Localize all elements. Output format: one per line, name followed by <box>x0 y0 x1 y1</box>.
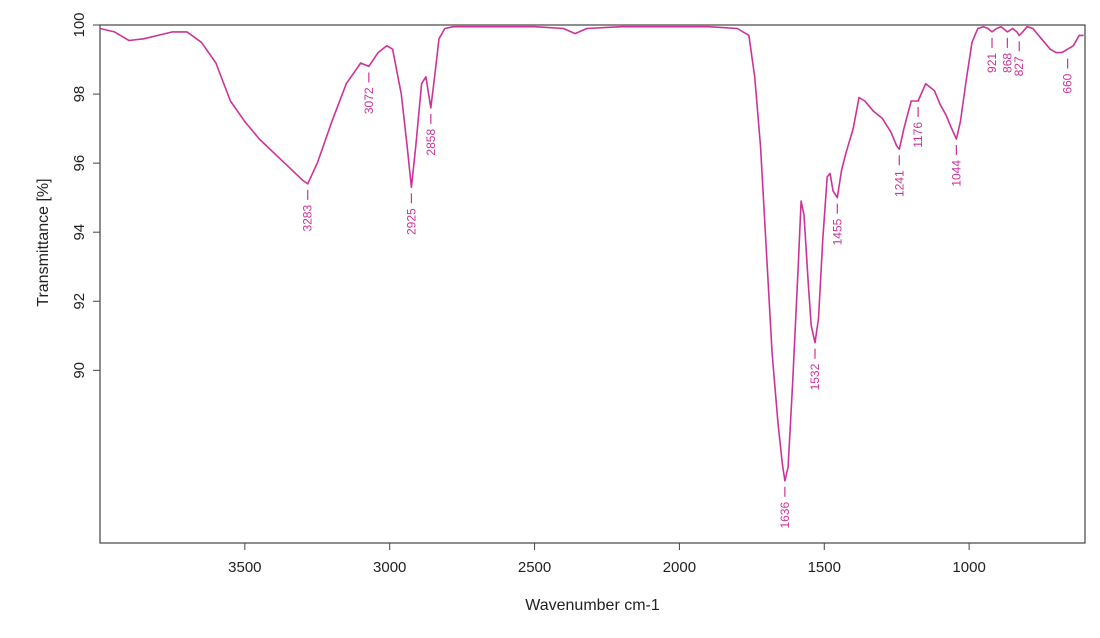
y-tick-label: 92 <box>71 293 88 310</box>
peak-annotation: 1636 <box>778 486 792 529</box>
y-tick-label: 94 <box>71 224 88 241</box>
peak-label: 1241 <box>892 170 906 197</box>
peak-label: 2858 <box>424 129 438 156</box>
peak-annotation: 3283 <box>301 189 315 232</box>
plot-frame <box>99 24 1086 544</box>
peak-annotation: 827 <box>1012 41 1026 76</box>
x-tick-label: 1000 <box>952 559 985 576</box>
x-axis-label: Wavenumber cm-1 <box>525 597 660 614</box>
peak-label: 3072 <box>362 87 376 114</box>
peak-label: 921 <box>985 53 999 73</box>
peak-label: 3283 <box>301 205 315 232</box>
peak-label: 1532 <box>808 363 822 390</box>
peak-annotation: 1241 <box>892 155 906 197</box>
spectrum-line <box>99 25 1084 482</box>
peak-annotation: 1044 <box>949 144 963 187</box>
x-tick-label: 3500 <box>228 559 261 576</box>
peak-label: 1636 <box>778 502 792 529</box>
peak-annotation: 1532 <box>808 348 822 390</box>
peak-annotations: 3283 3072 2925 2858 1636 1532 1455 1241 1176 1044… <box>301 37 1075 529</box>
peak-label: 1176 <box>911 122 925 148</box>
x-tick-label: 2500 <box>518 559 551 576</box>
peak-annotation: 1176 <box>911 106 925 148</box>
peak-annotation: 868 <box>1000 37 1014 73</box>
y-axis-label: Transmittance [%] <box>35 178 52 306</box>
peak-annotation: 2858 <box>424 113 438 156</box>
peak-annotation: 660 <box>1061 58 1075 94</box>
x-axis: 3500 3000 2500 2000 1500 1000 <box>228 543 986 576</box>
x-tick-label: 2000 <box>663 559 696 576</box>
peak-label: 1455 <box>830 218 844 245</box>
y-axis: 90 92 94 96 98 100 <box>71 12 100 379</box>
x-tick-label: 1500 <box>808 559 841 576</box>
y-tick-label: 90 <box>71 362 88 379</box>
peak-label: 1044 <box>949 160 963 187</box>
peak-annotation: 2925 <box>404 193 418 235</box>
y-tick-label: 96 <box>71 155 88 172</box>
y-tick-label: 98 <box>71 86 88 103</box>
peak-annotation: 1455 <box>830 203 844 245</box>
peak-annotation: 3072 <box>362 72 376 114</box>
peak-label: 868 <box>1000 53 1014 73</box>
x-tick-label: 3000 <box>373 559 406 576</box>
peak-label: 2925 <box>404 208 418 235</box>
peak-label: 827 <box>1012 56 1026 76</box>
peak-label: 660 <box>1061 73 1075 93</box>
peak-annotation: 921 <box>985 37 999 73</box>
y-tick-label: 100 <box>71 12 88 37</box>
